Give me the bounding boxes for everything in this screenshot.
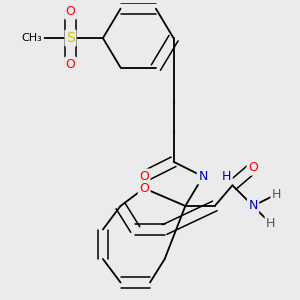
Text: CH₃: CH₃ <box>22 33 43 43</box>
Text: N: N <box>248 200 258 212</box>
Text: H: H <box>272 188 281 201</box>
Text: N: N <box>198 170 208 183</box>
Text: O: O <box>66 58 75 71</box>
Text: H: H <box>266 217 275 230</box>
Text: O: O <box>248 161 258 174</box>
Text: O: O <box>139 182 149 195</box>
Text: H: H <box>222 170 231 183</box>
Text: O: O <box>139 170 149 183</box>
Text: O: O <box>66 5 75 18</box>
Text: S: S <box>66 31 75 45</box>
